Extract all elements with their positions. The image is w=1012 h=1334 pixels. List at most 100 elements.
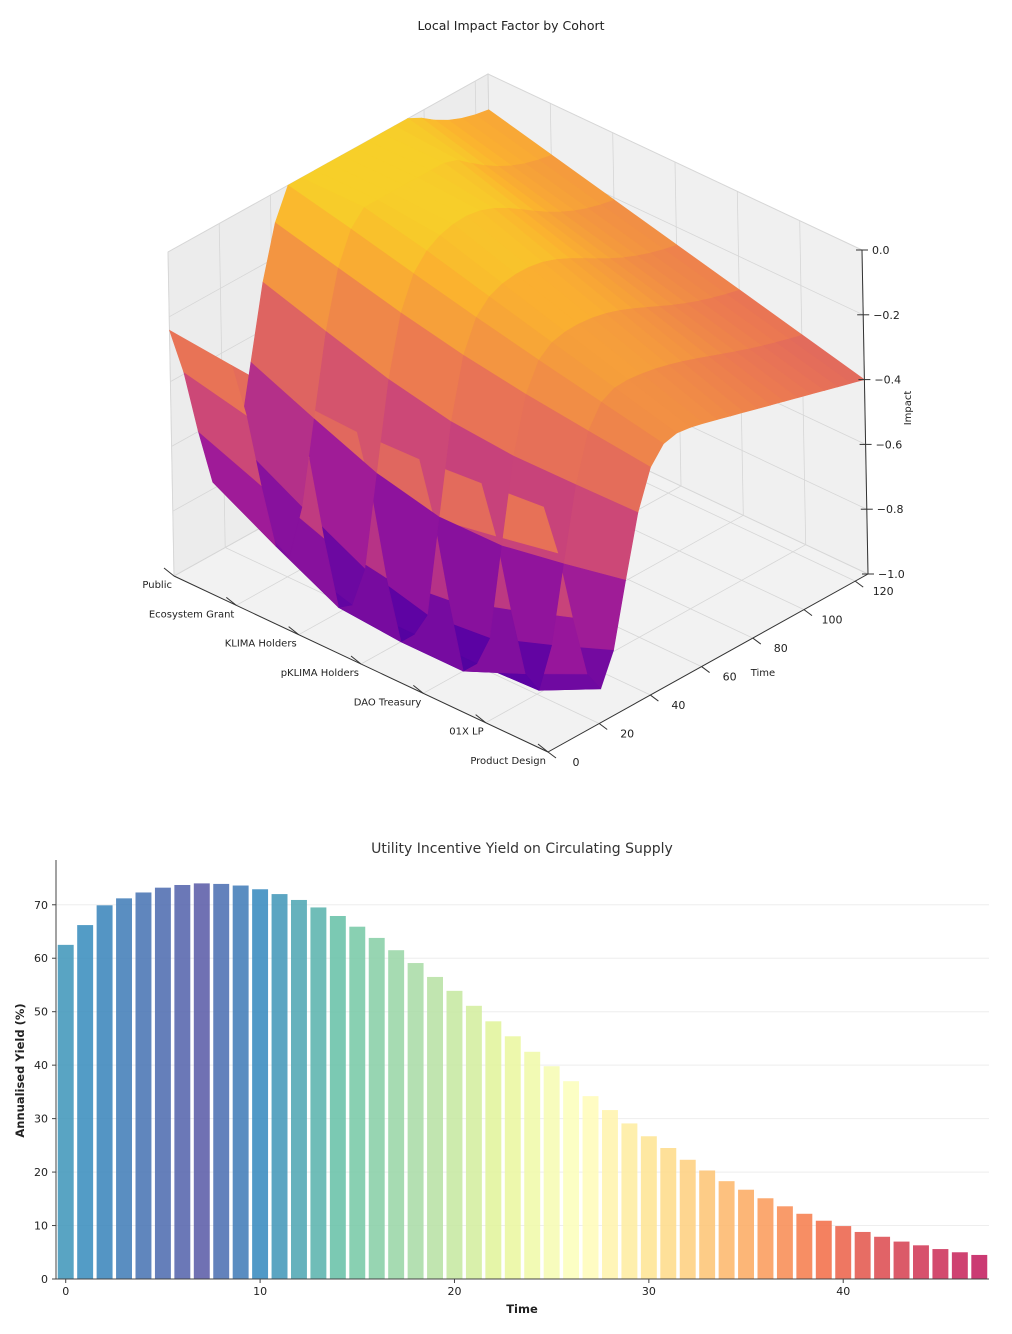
bar bbox=[563, 1081, 580, 1279]
time-tick bbox=[547, 751, 557, 759]
impact-axis-label: Impact bbox=[903, 391, 914, 426]
impact-tick-label: −0.4 bbox=[874, 374, 901, 387]
y-tick-label: 30 bbox=[34, 1113, 48, 1126]
bar bbox=[543, 1066, 560, 1279]
bar bbox=[893, 1241, 910, 1279]
bar bbox=[427, 976, 444, 1279]
bars-group bbox=[57, 883, 988, 1279]
bar bbox=[621, 1123, 638, 1279]
time-tick bbox=[701, 666, 710, 673]
bar bbox=[524, 1051, 541, 1279]
yield-bar-chart: Utility Incentive Yield on Circulating S… bbox=[0, 820, 1012, 1330]
impact-3d-svg: Local Impact Factor by Cohort Public Ecosy… bbox=[142, 18, 914, 769]
bar bbox=[601, 1110, 618, 1279]
time-tick-label: 20 bbox=[620, 728, 634, 741]
time-tick bbox=[650, 694, 659, 702]
y-axis-label: Annualised Yield (%) bbox=[13, 1003, 27, 1137]
bar bbox=[232, 885, 249, 1279]
bar bbox=[213, 883, 230, 1279]
y-tick-label: 50 bbox=[34, 1006, 48, 1019]
bar bbox=[252, 889, 269, 1279]
bar bbox=[874, 1236, 891, 1279]
bar bbox=[407, 963, 424, 1279]
impact-axis-line bbox=[861, 249, 869, 575]
surface-patch bbox=[168, 329, 247, 416]
cohort-tick bbox=[537, 743, 549, 753]
x-axis-label: Time bbox=[506, 1302, 538, 1316]
bar bbox=[57, 944, 74, 1279]
impact-tick-label: −0.2 bbox=[873, 309, 900, 322]
bar bbox=[699, 1170, 716, 1279]
time-axis-label: Time bbox=[750, 668, 775, 679]
bar bbox=[504, 1036, 521, 1279]
cohort-tick-label: DAO Treasury bbox=[354, 697, 422, 708]
bar bbox=[349, 926, 366, 1279]
bar bbox=[835, 1226, 852, 1279]
x-tick-label: 0 bbox=[62, 1285, 69, 1298]
y-tick-label: 20 bbox=[34, 1166, 48, 1179]
x-tick-label: 30 bbox=[642, 1285, 656, 1298]
cohort-tick-label: KLIMA Holders bbox=[225, 639, 297, 650]
cohort-tick bbox=[350, 655, 362, 665]
bar bbox=[796, 1213, 813, 1279]
time-tick-label: 40 bbox=[671, 699, 685, 712]
bar bbox=[932, 1249, 949, 1279]
yield-bar-svg: Utility Incentive Yield on Circulating S… bbox=[13, 841, 989, 1316]
bar bbox=[854, 1231, 871, 1279]
bar bbox=[135, 892, 152, 1279]
bar bbox=[154, 887, 171, 1279]
time-tick-label: 100 bbox=[822, 614, 843, 627]
cohort-tick bbox=[475, 714, 486, 724]
bar bbox=[757, 1198, 774, 1279]
y-tick-label: 40 bbox=[34, 1059, 48, 1072]
y-tick-label: 0 bbox=[41, 1273, 48, 1286]
cohort-tick-label: 01X LP bbox=[449, 727, 483, 738]
bar bbox=[388, 950, 405, 1279]
impact-3d-chart: Local Impact Factor by Cohort Public Ecosy… bbox=[142, 18, 914, 769]
time-tick bbox=[854, 580, 864, 588]
bar bbox=[718, 1181, 735, 1279]
bar bbox=[446, 990, 463, 1279]
y-tick-label: 60 bbox=[34, 952, 48, 965]
time-tick-label: 80 bbox=[774, 642, 788, 655]
bar bbox=[290, 899, 307, 1279]
bar bbox=[96, 905, 113, 1279]
impact-tick-label: −0.8 bbox=[877, 503, 904, 516]
bar bbox=[193, 883, 210, 1279]
y-tick-label: 10 bbox=[34, 1220, 48, 1233]
bar bbox=[329, 915, 346, 1279]
time-tick bbox=[803, 609, 813, 616]
time-axis-line bbox=[547, 573, 869, 753]
bar bbox=[912, 1245, 929, 1279]
bar bbox=[738, 1189, 755, 1279]
bar bbox=[271, 894, 288, 1279]
impact-tick-label: 0.0 bbox=[872, 244, 890, 257]
y-tick-label: 70 bbox=[34, 899, 48, 912]
time-tick bbox=[598, 723, 608, 730]
bar bbox=[951, 1252, 968, 1279]
cohort-tick-label: Product Design bbox=[470, 756, 546, 767]
time-tick-label: 0 bbox=[573, 756, 580, 769]
x-tick-label: 20 bbox=[447, 1285, 461, 1298]
bar bbox=[116, 898, 133, 1279]
cohort-tick-label: Ecosystem Grant bbox=[149, 609, 235, 620]
cohort-tick bbox=[226, 596, 237, 606]
bar bbox=[174, 884, 191, 1279]
time-tick-label: 60 bbox=[723, 671, 737, 684]
surface-group bbox=[168, 109, 866, 691]
time-tick bbox=[752, 637, 762, 645]
cohort-tick bbox=[163, 567, 175, 577]
bar bbox=[485, 1021, 502, 1279]
cohort-tick bbox=[288, 626, 299, 636]
cohort-tick-label: Public bbox=[142, 580, 172, 591]
bar bbox=[77, 925, 94, 1279]
bar bbox=[640, 1136, 657, 1279]
chart-title: Local Impact Factor by Cohort bbox=[417, 18, 604, 33]
cohort-tick bbox=[413, 684, 424, 694]
bar bbox=[679, 1159, 696, 1279]
bar bbox=[368, 937, 385, 1279]
grid-line-impact bbox=[167, 73, 863, 253]
bar bbox=[465, 1005, 482, 1279]
x-tick-label: 40 bbox=[836, 1285, 850, 1298]
bar bbox=[660, 1148, 677, 1279]
